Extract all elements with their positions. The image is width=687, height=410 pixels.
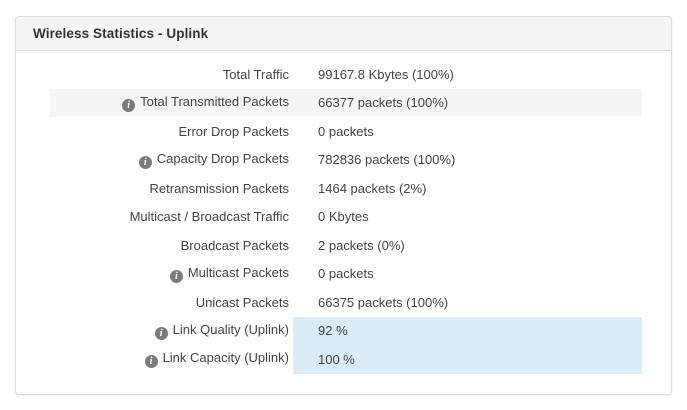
stat-value: 1464 packets (2%) — [318, 180, 427, 196]
stat-label: Unicast Packets — [195, 294, 289, 310]
stat-label: Multicast Packets — [187, 264, 289, 280]
stats-table-body: Total Traffic 99167.8 Kbytes (100%) i Total… — [50, 60, 642, 374]
table-row: Total Traffic 99167.8 Kbytes (100%) — [50, 60, 642, 89]
table-row: i Multicast Packets 0 packets — [50, 260, 642, 289]
info-circle-icon[interactable]: i — [122, 98, 136, 112]
stat-value: 100 % — [293, 345, 642, 374]
table-row: Broadcast Packets 2 packets (0%) — [50, 231, 642, 260]
stat-label: Total Transmitted Packets — [140, 93, 289, 109]
stat-value: 66375 packets (100%) — [318, 294, 449, 310]
table-row: Retransmission Packets 1464 packets (2%) — [50, 174, 642, 203]
stat-label-cell: i Link Quality (Uplink) — [50, 317, 293, 346]
info-circle-icon[interactable]: i — [138, 155, 152, 169]
stat-value: 0 packets — [318, 123, 374, 139]
table-row: Multicast / Broadcast Traffic 0 Kbytes — [50, 203, 642, 232]
stat-label-cell: i Total Transmitted Packets — [50, 88, 293, 117]
stat-value: 99167.8 Kbytes (100%) — [318, 66, 454, 82]
stat-label: Error Drop Packets — [178, 123, 289, 139]
stat-label-cell: Broadcast Packets — [50, 231, 293, 260]
stat-value: 2 packets (0%) — [318, 237, 405, 253]
stat-value: 0 packets — [318, 266, 374, 282]
stat-value: 782836 packets (100%) — [318, 152, 456, 168]
stat-value: 66377 packets (100%) — [293, 88, 642, 117]
table-row: i Capacity Drop Packets 782836 packets (10… — [50, 146, 642, 175]
stat-label: Link Quality (Uplink) — [172, 321, 289, 337]
table-row: Error Drop Packets 0 packets — [50, 117, 642, 146]
stat-label: Capacity Drop Packets — [156, 150, 289, 166]
table-row: i Link Capacity (Uplink) 100 % — [50, 345, 642, 374]
panel-body: Total Traffic 99167.8 Kbytes (100%) i Total… — [16, 51, 671, 374]
stat-value: 92 % — [293, 316, 642, 345]
statistics-table: Total Traffic 99167.8 Kbytes (100%) i Total… — [50, 60, 642, 374]
stat-label-cell: Multicast / Broadcast Traffic — [50, 203, 293, 232]
stat-label-cell: i Capacity Drop Packets — [50, 146, 293, 175]
stat-label-cell: i Link Capacity (Uplink) — [50, 345, 293, 374]
panel-title: Wireless Statistics - Uplink — [33, 26, 209, 41]
stat-value: 0 Kbytes — [318, 209, 369, 225]
stat-label-cell: Unicast Packets — [50, 288, 293, 317]
stat-label: Multicast / Broadcast Traffic — [129, 209, 289, 225]
stat-label: Retransmission Packets — [149, 180, 289, 196]
table-row: i Total Transmitted Packets 66377 packets … — [50, 88, 642, 117]
table-row: Unicast Packets 66375 packets (100%) — [50, 288, 642, 317]
info-circle-icon[interactable]: i — [154, 326, 168, 340]
stat-label-cell: Retransmission Packets — [50, 174, 293, 203]
panel-header: Wireless Statistics - Uplink — [16, 17, 671, 51]
wireless-statistics-uplink-panel: Wireless Statistics - Uplink Total Traff… — [15, 16, 672, 395]
stat-label: Link Capacity (Uplink) — [162, 350, 289, 366]
stat-label: Broadcast Packets — [180, 237, 289, 253]
stat-label: Total Traffic — [222, 66, 289, 82]
stat-label-cell: Error Drop Packets — [50, 117, 293, 146]
stat-label-cell: Total Traffic — [50, 60, 293, 89]
info-circle-icon[interactable]: i — [169, 269, 183, 283]
table-row: i Link Quality (Uplink) 92 % — [50, 316, 642, 346]
info-circle-icon[interactable]: i — [144, 355, 158, 369]
stat-label-cell: i Multicast Packets — [50, 260, 293, 289]
